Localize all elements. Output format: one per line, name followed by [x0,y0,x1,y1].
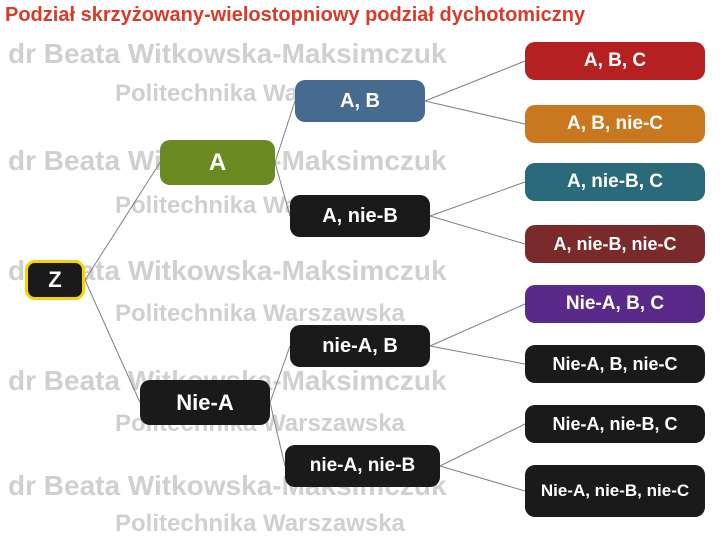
node-NieABnieC: Nie-A, B, nie-C [525,345,705,383]
watermark: dr Beata Witkowska-Maksimczuk [8,38,447,70]
page-title: Podział skrzyżowany-wielostopniowy podzi… [5,4,585,27]
node-NieABC: Nie-A, B, C [525,285,705,323]
node-NieAnieBnieC: Nie-A, nie-B, nie-C [525,465,705,517]
node-A: A [160,140,275,185]
node-AnieBC: A, nie-B, C [525,163,705,201]
node-ABnieC: A, B, nie-C [525,105,705,143]
node-Z: Z [25,260,85,300]
node-nieA: Nie-A [140,380,270,425]
node-NieAnieBC: Nie-A, nie-B, C [525,405,705,443]
node-ABC: A, B, C [525,42,705,80]
node-AB: A, B [295,80,425,122]
node-AnieB: A, nie-B [290,195,430,237]
watermark: Politechnika Warszawska [115,510,405,538]
watermark: Politechnika Warszawska [115,300,405,328]
node-nieAB: nie-A, B [290,325,430,367]
node-nieAnieB: nie-A, nie-B [285,445,440,487]
node-AnieBnieC: A, nie-B, nie-C [525,225,705,263]
